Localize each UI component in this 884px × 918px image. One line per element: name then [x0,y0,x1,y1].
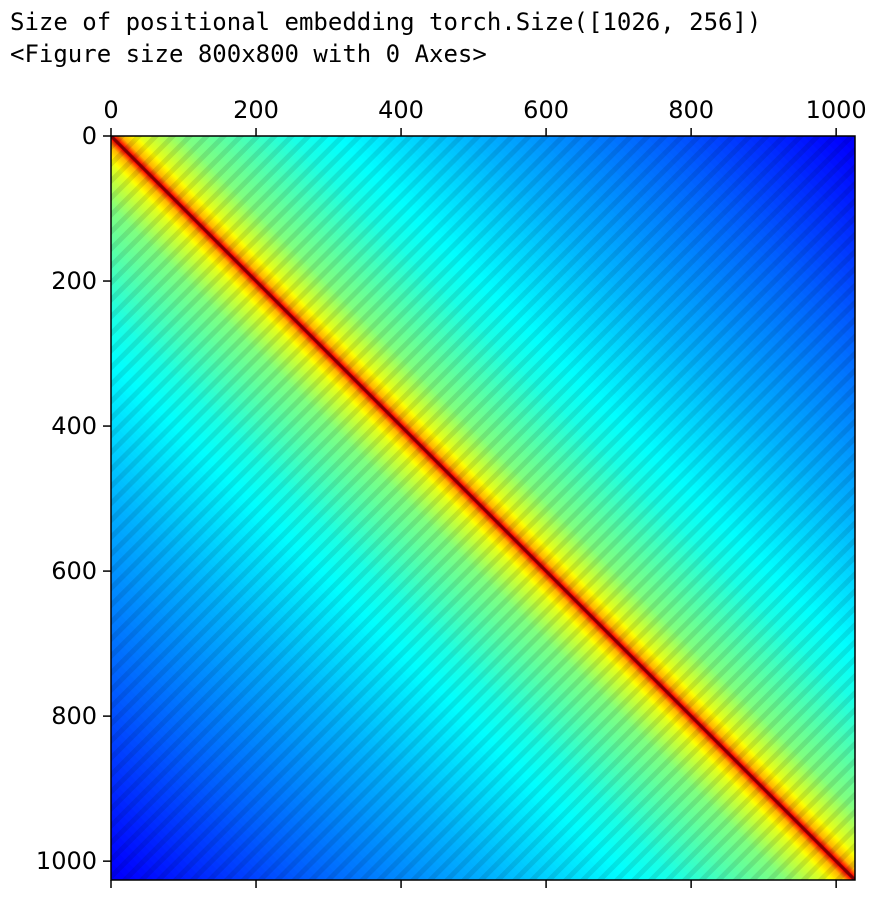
y-tick-label: 0 [82,122,97,150]
heatmap-diagonal [111,136,855,880]
y-tick-label: 200 [51,267,97,295]
x-axis-bottom [110,880,837,888]
output-text-size: Size of positional embedding torch.Size(… [10,8,762,36]
x-tick-label: 200 [233,96,279,124]
y-tick-label: 600 [51,557,97,585]
x-axis-top: 0 200 400 600 800 1000 [103,96,867,136]
plot-frame [110,135,856,881]
x-tick-label: 600 [523,96,569,124]
y-tick-label: 400 [51,412,97,440]
x-tick-label: 0 [103,96,118,124]
plot-area [111,136,855,880]
y-axis-left: 0 200 400 600 800 1000 [36,122,111,875]
y-tick-label: 1000 [36,847,97,875]
y-tick-label: 800 [51,702,97,730]
x-tick-label: 800 [668,96,714,124]
x-tick-label: 400 [378,96,424,124]
x-tick-label: 1000 [806,96,867,124]
output-text-figure: <Figure size 800x800 with 0 Axes> [10,40,487,68]
